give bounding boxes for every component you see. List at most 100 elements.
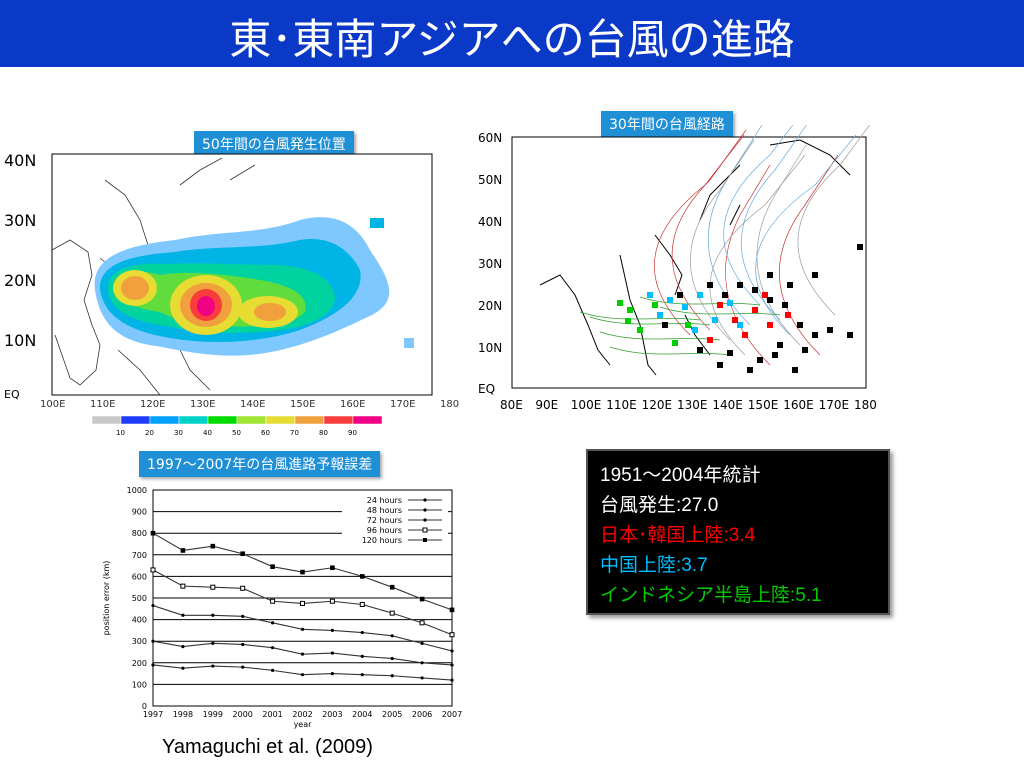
data-point-120-hours: [270, 564, 275, 569]
data-point-96-hours: [240, 585, 246, 591]
genesis-marker: [762, 292, 768, 298]
track-lat-label-30N: 30N: [478, 257, 502, 271]
legend-label-96-hours: 96 hours: [367, 526, 402, 535]
genesis-marker: [782, 302, 788, 308]
genesis-marker: [785, 312, 791, 318]
genesis-marker: [637, 327, 643, 333]
track-lat-label-10N: 10N: [478, 341, 502, 355]
track-lon-label-100E: 100E: [571, 398, 602, 412]
track-lon-label-130E: 130E: [677, 398, 708, 412]
legend-box: [342, 494, 448, 548]
colorbar-swatch: [294, 415, 325, 425]
data-point-72-hours: [181, 613, 185, 617]
genesis-marker: [752, 307, 758, 313]
typhoon-track-west: [579, 311, 701, 321]
data-point-96-hours: [300, 600, 305, 606]
lon-label-150E: 150E: [290, 399, 315, 410]
genesis-marker: [672, 340, 678, 346]
genesis-marker: [787, 282, 793, 288]
data-point-24-hours: [271, 668, 275, 672]
genesis-marker: [697, 347, 703, 353]
x-tick-2006: 2006: [412, 710, 432, 719]
y-tick-600: 600: [132, 572, 147, 581]
track-lon-label-150E: 150E: [748, 398, 779, 412]
genesis-marker: [625, 318, 631, 324]
legend-marker: [422, 527, 428, 533]
data-point-24-hours: [211, 664, 215, 668]
genesis-marker: [767, 297, 773, 303]
genesis-marker: [657, 312, 663, 318]
data-point-48-hours: [330, 651, 334, 655]
colorbar-tick-70: 70: [290, 429, 299, 437]
track-lat-label-60N: 60N: [478, 131, 502, 145]
track-lat-label-20N: 20N: [478, 299, 502, 313]
typhoon-track-west: [609, 346, 731, 356]
data-point-72-hours: [300, 627, 305, 631]
typhoon-track-west: [599, 331, 721, 341]
genesis-marker: [722, 292, 728, 298]
genesis-marker: [812, 332, 818, 338]
colorbar-tick-10: 10: [116, 429, 125, 437]
data-point-120-hours: [300, 569, 305, 575]
genesis-marker: [792, 367, 798, 373]
genesis-marker: [667, 297, 673, 303]
colorbar-swatch: [120, 415, 151, 425]
y-tick-200: 200: [132, 659, 147, 668]
track-lon-label-80E: 80E: [500, 398, 523, 412]
x-tick-2007: 2007: [442, 710, 462, 719]
lon-label-120E: 120E: [140, 399, 165, 410]
x-tick-1997: 1997: [143, 710, 163, 719]
lon-label-130E: 130E: [190, 399, 215, 410]
colorbar-tick-80: 80: [319, 429, 328, 437]
y-tick-0: 0: [142, 702, 147, 711]
typhoon-track: [779, 154, 839, 356]
y-tick-300: 300: [132, 637, 147, 646]
data-point-120-hours: [210, 543, 216, 549]
colorbar-swatch: [207, 415, 238, 425]
genesis-marker: [617, 300, 623, 306]
data-point-48-hours: [300, 652, 305, 656]
lon-label-160E: 160E: [340, 399, 365, 410]
y-tick-700: 700: [132, 551, 147, 560]
genesis-marker: [682, 304, 688, 310]
coastline-japan: [179, 157, 256, 186]
typhoon-track-west: [639, 296, 761, 306]
x-tick-2001: 2001: [262, 710, 282, 719]
colorbar-swatch: [265, 415, 296, 425]
colorbar-swatch: [178, 415, 209, 425]
typhoon-track-map: 60N 50N 40N 30N 20N 10N EQ 80E 90E 100E 110E 120E 13…: [478, 125, 877, 412]
legend-marker: [423, 508, 427, 512]
genesis-marker: [742, 332, 748, 338]
x-tick-1998: 1998: [173, 710, 193, 719]
genesis-marker: [802, 347, 808, 353]
data-point-96-hours: [150, 567, 156, 573]
colorbar-tick-30: 30: [174, 429, 183, 437]
typhoon-track-west: [659, 306, 781, 316]
genesis-marker: [717, 362, 723, 368]
data-point-96-hours: [270, 598, 276, 604]
colorbar-swatch: [323, 415, 354, 425]
lon-label-170E: 170E: [390, 399, 415, 410]
typhoon-track: [755, 134, 857, 336]
genesis-marker: [712, 317, 718, 323]
legend-label-72-hours: 72 hours: [367, 516, 402, 525]
data-point-72-hours: [390, 634, 394, 638]
forecast-error-label: 1997～2007年の台風進路予報誤差: [139, 451, 381, 477]
data-point-48-hours: [450, 663, 454, 667]
data-point-120-hours: [389, 584, 395, 590]
x-tick-2000: 2000: [233, 710, 253, 719]
colorbar-swatch: [91, 415, 122, 425]
track-lat-label-EQ: EQ: [478, 382, 495, 396]
typhoon-track: [797, 125, 871, 316]
lon-label-100E: 100E: [40, 399, 65, 410]
stats-indochina: インドネシア半島上陸:5.1: [600, 585, 822, 606]
genesis-marker: [707, 337, 713, 343]
data-point-24-hours: [151, 663, 155, 667]
genesis-marker: [727, 300, 733, 306]
data-point-24-hours: [450, 678, 454, 682]
y-tick-100: 100: [132, 680, 147, 689]
lat-label-10N: 10N: [4, 331, 36, 350]
genesis-marker: [652, 302, 658, 308]
data-point-120-hours: [240, 551, 245, 557]
genesis-marker: [772, 352, 778, 358]
